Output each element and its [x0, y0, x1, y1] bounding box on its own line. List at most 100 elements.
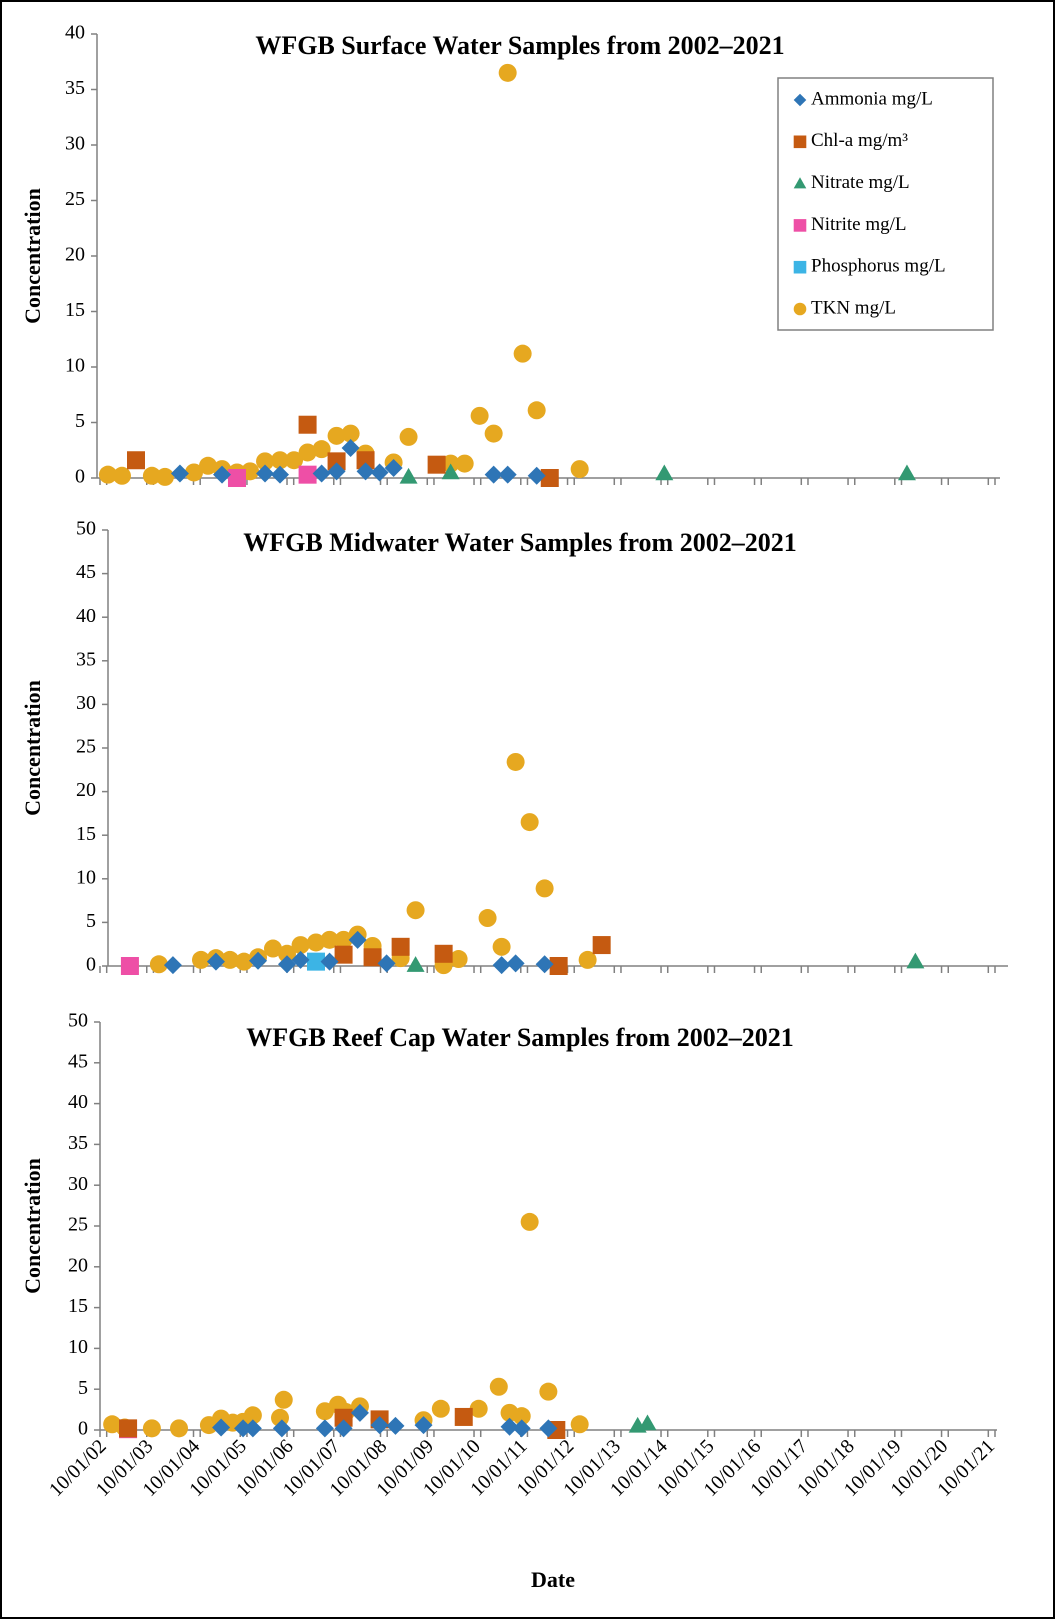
y-tick-label: 5	[86, 910, 96, 932]
marker	[98, 465, 117, 484]
marker	[334, 1419, 353, 1438]
legend-swatch	[793, 302, 807, 316]
marker	[249, 951, 268, 970]
marker	[191, 950, 210, 969]
marker	[256, 464, 275, 483]
marker	[427, 455, 446, 474]
marker	[291, 950, 310, 969]
marker	[414, 1416, 433, 1435]
y-tick-label: 15	[65, 299, 85, 321]
marker	[356, 451, 375, 470]
marker	[271, 465, 289, 484]
marker	[484, 465, 503, 484]
marker	[498, 63, 517, 82]
marker	[449, 950, 468, 969]
marker	[298, 465, 317, 484]
marker	[142, 1419, 161, 1438]
y-tick-label: 20	[76, 779, 96, 801]
y-tick-label: 30	[65, 133, 85, 155]
y-tick-label: 5	[78, 1377, 88, 1399]
y-tick-label: 40	[65, 22, 85, 44]
legend-box	[777, 77, 994, 331]
marker	[540, 469, 559, 487]
legend-label: Phosphorus mg/L	[811, 256, 946, 277]
y-tick-label: 20	[68, 1254, 88, 1276]
panel: WFGB Surface Water Samples from 2002–202…	[20, 22, 1000, 488]
marker	[312, 464, 331, 483]
legend-label: Ammonia mg/L	[811, 88, 933, 109]
marker	[399, 427, 418, 446]
marker	[520, 1212, 539, 1231]
marker	[334, 930, 353, 949]
marker	[220, 950, 239, 969]
y-tick-label: 20	[65, 244, 85, 266]
marker	[227, 469, 246, 487]
marker	[520, 813, 539, 832]
panel: WFGB Midwater Water Samples from 2002–20…	[20, 518, 1008, 976]
marker	[638, 1414, 657, 1431]
marker	[455, 454, 474, 473]
marker	[341, 424, 360, 443]
marker	[350, 1403, 369, 1422]
marker	[500, 1417, 519, 1436]
marker	[370, 463, 389, 482]
y-tick-label: 40	[76, 605, 96, 627]
marker	[356, 462, 375, 481]
y-axis-label: Concentration	[20, 680, 45, 816]
y-tick-label: 35	[65, 77, 85, 99]
marker	[119, 1419, 138, 1438]
marker	[535, 955, 554, 974]
marker	[149, 955, 168, 974]
marker	[454, 1407, 473, 1426]
marker	[506, 752, 525, 771]
marker	[535, 879, 554, 898]
marker	[513, 344, 532, 363]
marker	[272, 1419, 291, 1438]
chart-title: WFGB Surface Water Samples from 2002–202…	[255, 31, 784, 60]
y-tick-label: 15	[76, 823, 96, 845]
marker	[539, 1382, 558, 1401]
marker	[341, 439, 360, 458]
marker	[327, 462, 346, 481]
marker	[170, 464, 189, 483]
marker	[478, 909, 497, 928]
marker	[274, 1390, 293, 1409]
chart-title: WFGB Midwater Water Samples from 2002–20…	[243, 528, 796, 557]
y-tick-label: 45	[68, 1050, 88, 1072]
marker	[298, 443, 317, 462]
marker	[469, 1399, 488, 1418]
marker	[199, 456, 217, 475]
y-tick-label: 0	[78, 1418, 88, 1440]
marker	[307, 933, 325, 952]
marker	[142, 466, 161, 485]
legend-swatch	[793, 177, 807, 189]
y-tick-label: 0	[75, 466, 85, 488]
marker	[370, 1416, 389, 1435]
marker	[512, 1407, 531, 1426]
marker	[212, 1418, 231, 1437]
y-tick-label: 30	[68, 1173, 88, 1195]
marker	[470, 406, 489, 425]
y-tick-label: 50	[76, 518, 96, 540]
marker	[120, 957, 139, 975]
marker	[549, 957, 568, 975]
legend-swatch	[793, 135, 807, 149]
y-tick-label: 35	[68, 1132, 88, 1154]
y-tick-label: 35	[76, 648, 96, 670]
marker	[348, 930, 367, 949]
marker	[256, 452, 275, 471]
y-tick-label: 10	[65, 355, 85, 377]
y-tick-label: 10	[76, 866, 96, 888]
marker	[434, 944, 453, 963]
marker	[127, 451, 145, 470]
marker	[170, 1419, 189, 1438]
marker	[386, 1416, 405, 1435]
marker	[234, 1419, 253, 1438]
marker	[506, 954, 525, 973]
marker	[206, 952, 225, 971]
y-tick-label: 40	[68, 1091, 88, 1113]
marker	[327, 426, 346, 445]
marker	[334, 945, 353, 964]
marker	[570, 460, 589, 479]
